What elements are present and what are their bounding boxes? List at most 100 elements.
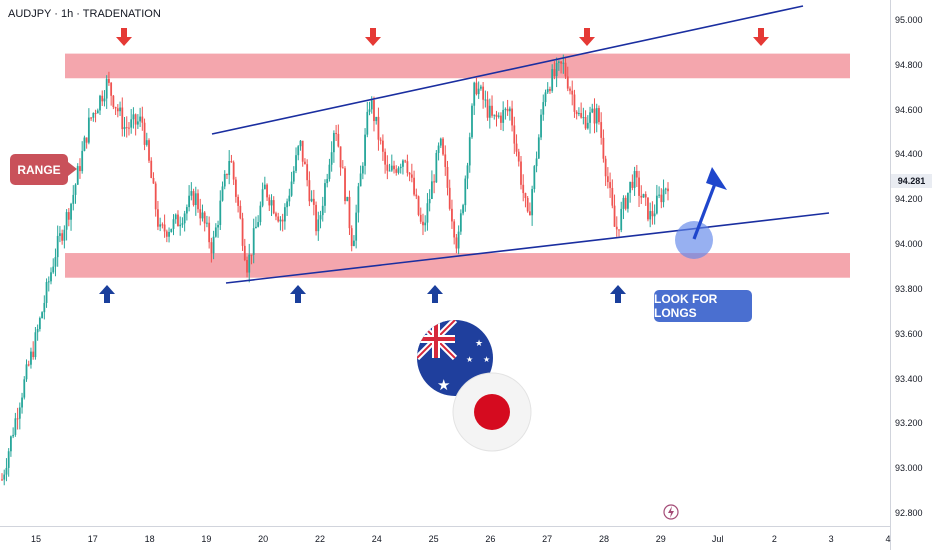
candle-body <box>38 318 41 330</box>
x-tick-label: 28 <box>598 534 610 544</box>
candle-body <box>339 146 342 168</box>
candle-body <box>263 184 266 190</box>
candle-body <box>633 170 636 188</box>
candle-body <box>330 152 333 165</box>
lightning-icon[interactable] <box>663 504 679 520</box>
candle-body <box>54 257 57 267</box>
candle-body <box>43 302 46 313</box>
candle-body <box>241 218 244 246</box>
candle-body <box>495 114 498 117</box>
candle-body <box>624 197 627 209</box>
candle-body <box>439 138 442 146</box>
candle-body <box>453 221 456 238</box>
candle-body <box>370 100 373 110</box>
candle-body <box>526 197 529 212</box>
candle-body <box>188 195 191 208</box>
candle-body <box>65 212 68 230</box>
candle-body <box>406 161 409 173</box>
long-projection-arrowhead <box>706 167 727 190</box>
candle-body <box>185 207 188 214</box>
y-tick-label: 94.800 <box>895 59 923 70</box>
candle-body <box>136 121 139 125</box>
candle-body <box>435 152 438 183</box>
candle-body <box>366 111 369 135</box>
candle-body <box>359 173 362 187</box>
price-axis[interactable]: 95.000 94.800 94.600 94.400 94.200 94.000 93.8… <box>890 0 932 550</box>
candle-body <box>23 379 26 398</box>
candle-body <box>159 224 162 227</box>
candle-body <box>555 62 558 77</box>
candle-body <box>531 189 534 216</box>
candle-body <box>462 205 464 214</box>
candle-body <box>667 188 669 192</box>
candle-body <box>655 195 658 214</box>
candle-body <box>591 108 594 113</box>
candle-body <box>397 168 400 173</box>
candle-body <box>520 161 522 185</box>
candle-body <box>571 90 574 95</box>
candle-body <box>290 181 293 196</box>
candle-body <box>606 176 609 183</box>
candle-body <box>10 436 12 452</box>
candle-body <box>528 211 531 216</box>
candle-body <box>237 196 240 206</box>
candle-body <box>45 282 48 303</box>
candle-body <box>177 214 179 227</box>
candle-body <box>283 207 286 222</box>
candle-body <box>433 181 436 183</box>
candle-body <box>500 115 502 123</box>
candle-body <box>139 116 142 122</box>
candle-body <box>321 205 324 216</box>
candle-body <box>584 117 587 129</box>
candle-body <box>622 197 625 209</box>
candle-body <box>582 117 585 119</box>
candle-body <box>517 151 520 162</box>
candle-body <box>101 95 104 102</box>
candle-body <box>388 170 391 172</box>
x-tick-label: 15 <box>30 534 42 544</box>
candle-body <box>629 181 632 193</box>
candle-body <box>640 195 643 198</box>
candle-body <box>143 122 146 145</box>
candle-body <box>223 174 226 187</box>
candle-body <box>566 76 569 89</box>
candle-body <box>90 117 92 119</box>
svg-text:★: ★ <box>475 339 483 349</box>
y-tick-label: 93.200 <box>895 418 923 429</box>
candle-body <box>72 194 75 204</box>
look-for-longs-callout: LOOK FOR LONGS <box>654 290 752 322</box>
candle-body <box>85 137 88 143</box>
candle-body <box>361 165 364 174</box>
candle-body <box>194 193 197 206</box>
candle-body <box>348 196 351 229</box>
arrows-layer <box>99 28 769 303</box>
candle-body <box>312 198 315 205</box>
candle-body <box>506 108 509 112</box>
candle-body <box>208 222 211 243</box>
candle-body <box>148 140 150 161</box>
candles-layer <box>1 54 669 486</box>
candle-body <box>546 89 549 93</box>
candle-body <box>464 178 467 206</box>
candle-body <box>47 281 50 283</box>
candle-body <box>239 205 242 219</box>
candle-body <box>595 108 598 124</box>
candle-body <box>557 61 560 63</box>
candle-body <box>281 219 284 222</box>
candle-body <box>662 189 665 203</box>
time-axis[interactable]: 15 17 18 19 20 22 24 25 26 27 28 29 Jul 2 3 4 <box>0 526 891 551</box>
chart-title: AUDJPY · 1h · TRADENATION <box>8 8 161 20</box>
candle-body <box>479 86 482 89</box>
candle-body <box>268 197 271 206</box>
candle-body <box>119 107 121 112</box>
candle-body <box>508 108 511 112</box>
candle-body <box>419 214 422 222</box>
range-callout: RANGE <box>10 154 77 185</box>
candle-body <box>580 113 583 118</box>
candle-body <box>181 223 184 225</box>
candle-body <box>426 203 429 223</box>
candle-body <box>357 186 360 213</box>
candle-body <box>83 137 86 151</box>
candle-body <box>522 184 525 194</box>
